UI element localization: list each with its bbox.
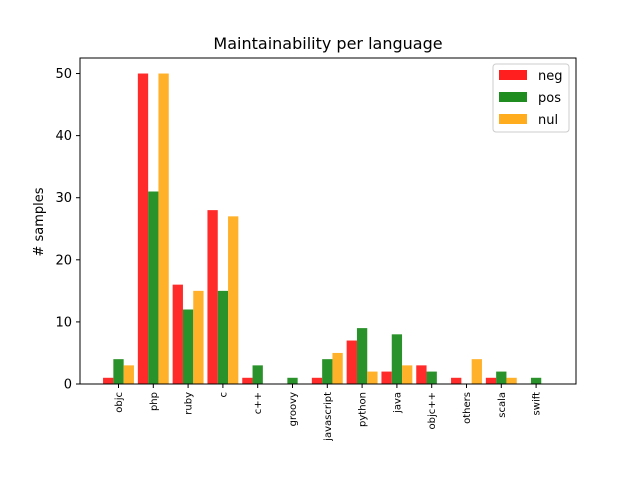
legend-label-nul: nul bbox=[538, 113, 558, 128]
x-tick-label-java: java bbox=[392, 392, 403, 414]
bar-neg-php bbox=[137, 73, 149, 385]
bar-neg-c++ bbox=[242, 377, 253, 384]
y-tick-label: 50 bbox=[55, 67, 72, 82]
bar-pos-php bbox=[148, 191, 159, 384]
y-tick-label: 0 bbox=[64, 378, 72, 393]
x-tick-label-objc++: objc++ bbox=[427, 392, 438, 430]
x-tick-label-objc: objc bbox=[114, 392, 125, 413]
y-tick-label: 10 bbox=[55, 315, 72, 330]
legend-swatch-neg bbox=[499, 70, 527, 80]
plot-frame bbox=[79, 57, 577, 385]
legend-label-pos: pos bbox=[538, 91, 561, 106]
bar-pos-java bbox=[391, 334, 403, 384]
bars-group bbox=[103, 73, 542, 385]
chart-title: Maintainability per language bbox=[213, 34, 442, 53]
bar-neg-others bbox=[451, 377, 462, 384]
y-tick-label: 30 bbox=[55, 191, 72, 206]
legend-label-neg: neg bbox=[538, 69, 563, 84]
bar-nul-ruby bbox=[193, 290, 204, 384]
bar-pos-c++ bbox=[252, 365, 263, 384]
y-axis: 0 10 20 30 40 50 bbox=[55, 67, 80, 393]
legend-swatch-nul bbox=[499, 114, 527, 124]
y-tick-label: 40 bbox=[55, 129, 72, 144]
legend: neg pos nul bbox=[492, 63, 570, 133]
bar-nul-php bbox=[158, 73, 169, 385]
x-tick-label-swift: swift bbox=[532, 392, 543, 416]
x-tick-label-python: python bbox=[358, 392, 369, 427]
bar-pos-ruby bbox=[182, 309, 194, 384]
bar-pos-objc bbox=[113, 359, 124, 384]
bar-pos-python bbox=[356, 328, 368, 384]
bar-neg-objc++ bbox=[416, 365, 427, 384]
bar-pos-javascript bbox=[322, 359, 333, 384]
bar-pos-groovy bbox=[287, 377, 298, 384]
y-axis-label: # samples bbox=[32, 187, 47, 256]
x-axis: objc php ruby c c++ groovy javascript python jav… bbox=[114, 384, 543, 442]
x-tick-label-c++: c++ bbox=[253, 392, 264, 414]
bar-pos-swift bbox=[530, 377, 542, 384]
x-tick-label-javascript: javascript bbox=[323, 392, 334, 442]
x-tick-label-others: others bbox=[462, 392, 473, 424]
bar-neg-python bbox=[346, 340, 357, 384]
bar-nul-others bbox=[471, 359, 482, 384]
bar-pos-objc++ bbox=[426, 371, 437, 384]
x-tick-label-ruby: ruby bbox=[184, 392, 195, 415]
y-tick-label: 20 bbox=[55, 253, 72, 268]
bar-nul-scala bbox=[506, 377, 517, 384]
x-tick-label-scala: scala bbox=[497, 392, 508, 418]
bar-nul-javascript bbox=[332, 352, 343, 384]
x-tick-label-c: c bbox=[218, 392, 229, 398]
bar-neg-scala bbox=[485, 377, 497, 384]
bar-nul-objc bbox=[123, 365, 134, 384]
bar-neg-ruby bbox=[172, 284, 183, 384]
bar-neg-java bbox=[381, 371, 392, 384]
bar-neg-c bbox=[207, 210, 218, 384]
bar-pos-scala bbox=[496, 371, 507, 384]
bar-neg-javascript bbox=[311, 377, 323, 384]
bar-nul-python bbox=[367, 371, 378, 384]
x-tick-label-php: php bbox=[149, 392, 160, 411]
legend-swatch-pos bbox=[499, 92, 527, 102]
bar-nul-c bbox=[228, 216, 239, 384]
bar-neg-objc bbox=[103, 377, 114, 384]
x-tick-label-groovy: groovy bbox=[288, 392, 299, 426]
bar-pos-c bbox=[217, 290, 229, 384]
bar-nul-java bbox=[402, 365, 413, 384]
